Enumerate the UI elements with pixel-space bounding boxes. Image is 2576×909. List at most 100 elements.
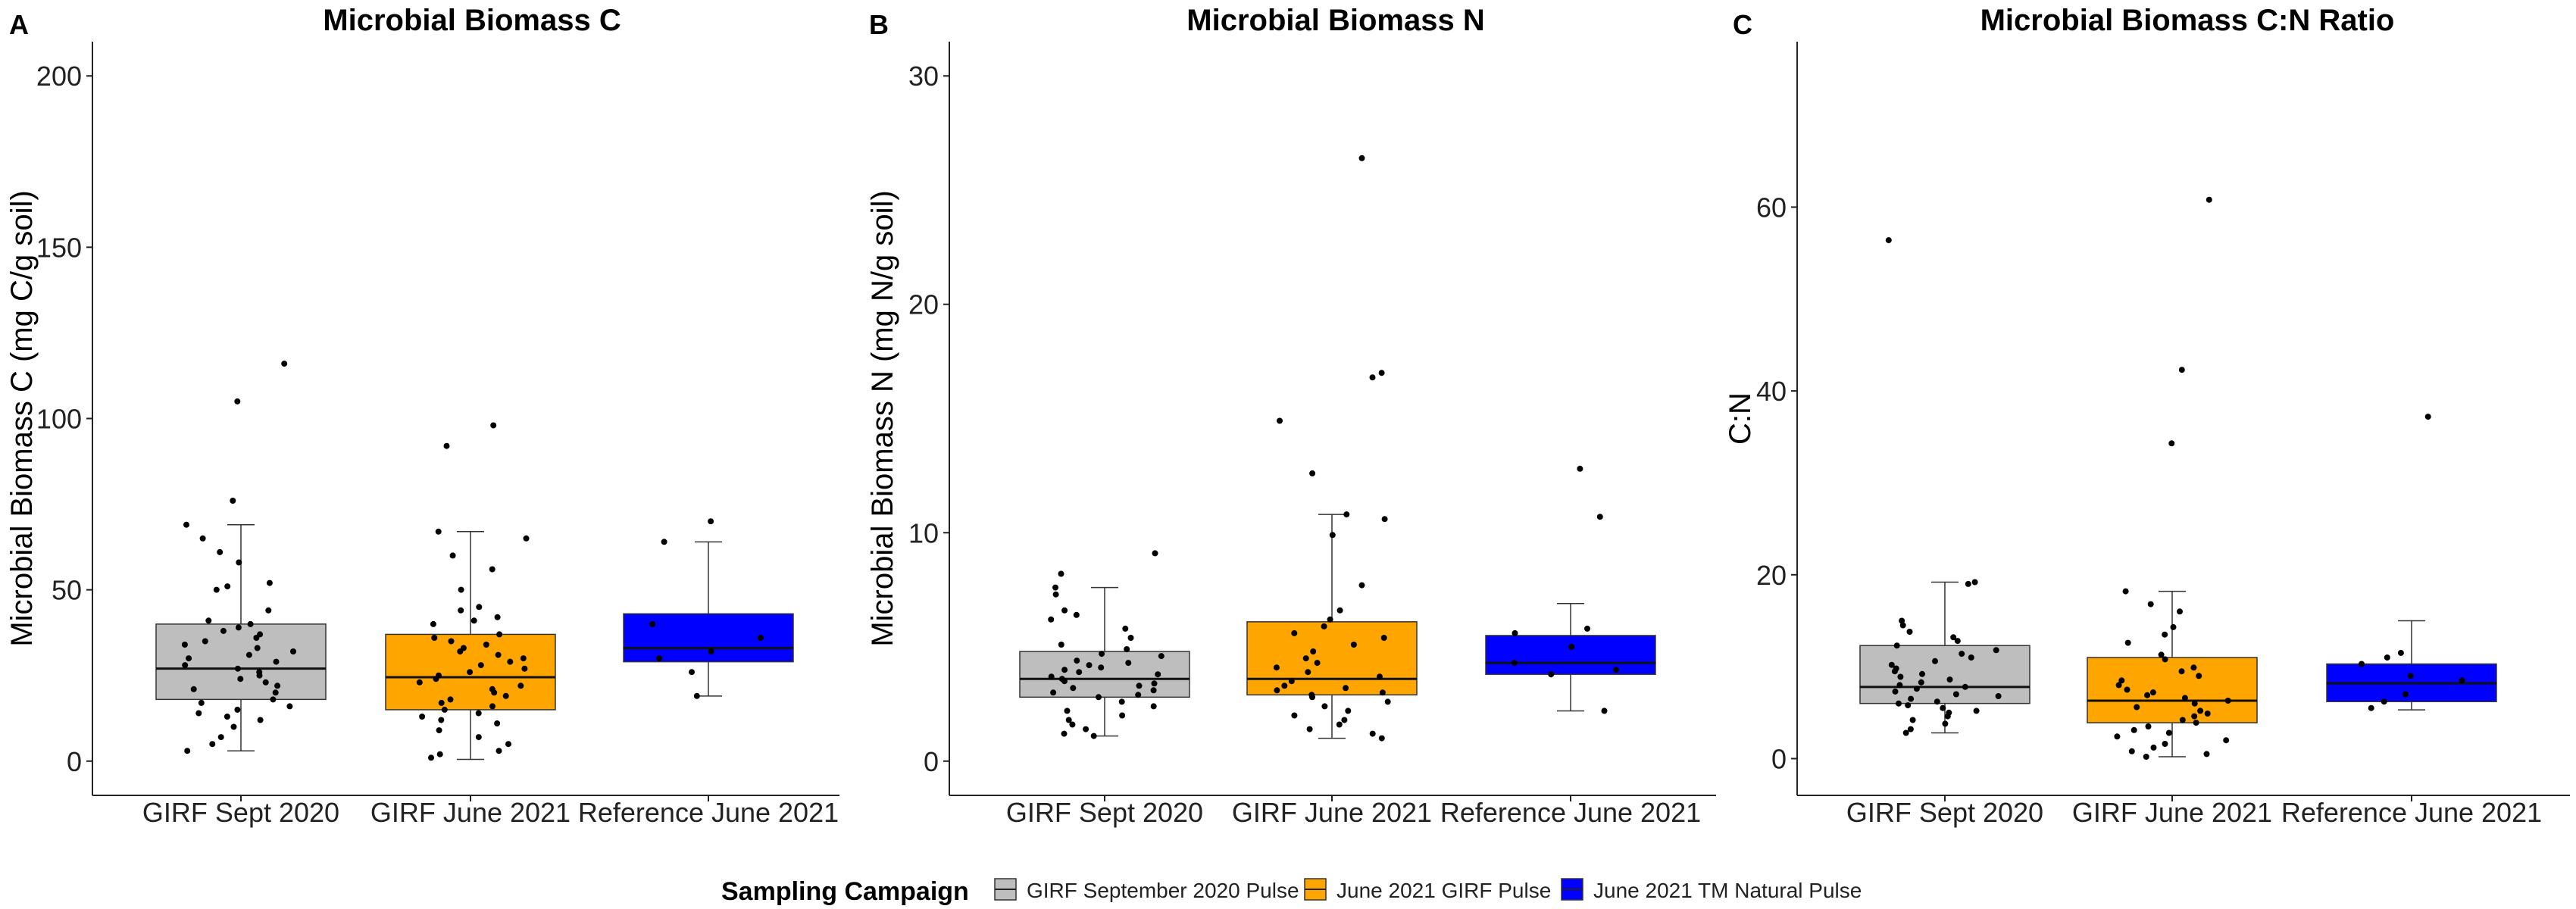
box-3: [623, 541, 794, 697]
data-point: [230, 498, 236, 504]
data-point: [457, 648, 464, 654]
y-axis-label: Microbial Biomass C (mg C/g soil): [5, 190, 39, 646]
data-point: [1369, 730, 1376, 737]
data-point: [1379, 689, 1386, 696]
data-point: [254, 645, 261, 651]
data-point: [661, 539, 667, 545]
data-point: [1099, 651, 1105, 658]
box-iqr: [623, 613, 794, 663]
data-point: [1892, 688, 1899, 695]
data-point: [1341, 717, 1348, 723]
legend-item-2: June 2021 GIRF Pulse: [1304, 878, 1551, 902]
box-1: [1019, 586, 1190, 737]
data-point: [2170, 623, 2177, 630]
data-point: [475, 734, 482, 741]
data-point: [1277, 417, 1283, 424]
data-point: [419, 714, 426, 720]
data-point: [1329, 532, 1336, 539]
data-point: [489, 703, 496, 710]
data-point: [1888, 661, 1895, 668]
data-point: [441, 706, 448, 713]
data-point: [1893, 642, 1900, 649]
data-point: [494, 720, 501, 726]
data-point: [1962, 683, 1968, 690]
data-point: [1306, 726, 1313, 733]
data-point: [1309, 694, 1315, 701]
data-point: [1158, 653, 1165, 660]
data-point: [1309, 470, 1316, 476]
data-point: [2168, 440, 2175, 447]
data-point: [195, 710, 202, 717]
data-point: [1083, 726, 1089, 733]
data-point: [190, 686, 197, 692]
data-point: [1548, 671, 1555, 678]
legend-item-1: GIRF September 2020 Pulse: [994, 878, 1299, 902]
data-point: [256, 672, 263, 679]
data-point: [1601, 708, 1608, 714]
data-point: [2191, 713, 2198, 720]
data-point: [2193, 720, 2199, 726]
data-point: [236, 559, 242, 566]
data-point: [1950, 634, 1957, 641]
data-point: [431, 635, 438, 641]
data-point: [290, 648, 296, 654]
y-tick-label: 150: [36, 232, 82, 263]
data-point: [1944, 713, 1951, 720]
data-point: [458, 586, 464, 593]
data-point: [230, 723, 237, 730]
panels: A Microbial Biomass C Microbial Biomass C …: [5, 4, 2570, 828]
box-1: [1859, 581, 2030, 734]
data-point: [2150, 744, 2157, 751]
data-point: [1343, 685, 1349, 692]
data-point: [247, 620, 254, 627]
panel-letter: A: [9, 9, 29, 40]
data-point: [217, 734, 224, 741]
data-point: [2407, 673, 2414, 679]
data-point: [2190, 664, 2197, 671]
data-point: [458, 607, 464, 614]
y-tick-label: 200: [36, 61, 82, 92]
data-point: [449, 552, 456, 559]
data-point: [2177, 608, 2183, 615]
box-iqr: [1246, 621, 1418, 696]
data-point: [1096, 694, 1102, 701]
data-point: [467, 669, 474, 676]
data-point: [1973, 708, 1980, 714]
data-point: [235, 624, 242, 631]
data-point: [1345, 708, 1352, 714]
data-point: [270, 696, 277, 703]
data-point: [1959, 651, 1965, 658]
data-point: [186, 655, 192, 662]
data-point: [496, 748, 502, 754]
data-point: [1274, 687, 1280, 694]
data-point: [1954, 638, 1961, 645]
data-point: [1150, 687, 1157, 694]
data-point: [1152, 550, 1158, 557]
data-point: [183, 521, 189, 528]
data-point: [1321, 703, 1328, 710]
panel-b: B Microbial Biomass N Microbial Biomass N …: [866, 4, 1716, 828]
data-point: [708, 518, 714, 525]
data-point: [1932, 658, 1938, 664]
data-point: [2149, 689, 2156, 696]
data-point: [1934, 698, 1940, 705]
data-point: [273, 658, 280, 665]
data-point: [436, 751, 443, 758]
data-point: [1896, 700, 1902, 707]
data-point: [1336, 721, 1343, 728]
data-point: [2368, 704, 2374, 711]
data-point: [1380, 635, 1387, 641]
data-point: [1314, 660, 1321, 667]
data-point: [182, 662, 189, 669]
data-point: [507, 658, 514, 665]
panel-c: C Microbial Biomass C:N Ratio C:N 0 20 40 60 GI…: [1724, 4, 2570, 828]
data-point: [2359, 661, 2365, 667]
data-point: [502, 692, 509, 699]
data-point: [1358, 582, 1365, 589]
data-point: [494, 614, 501, 620]
data-point: [1058, 642, 1064, 648]
data-point: [2178, 367, 2185, 373]
data-point: [2162, 631, 2168, 638]
data-point: [689, 669, 695, 676]
data-point: [220, 627, 227, 634]
